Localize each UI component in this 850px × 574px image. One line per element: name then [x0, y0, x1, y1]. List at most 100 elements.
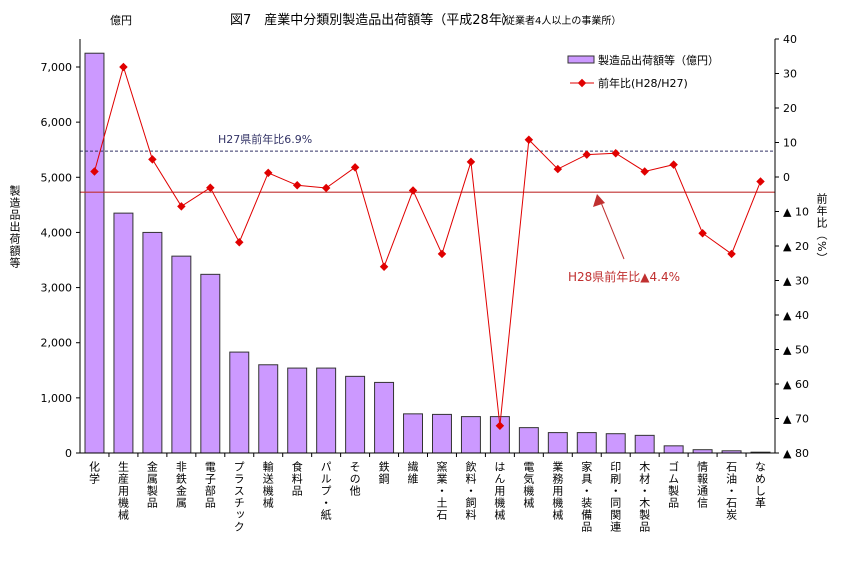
right-tick-label: ▲ 50: [783, 344, 809, 357]
legend-bar-label: 製造品出荷額等（億円）: [598, 53, 719, 67]
category-label: 木材・木製品: [637, 461, 651, 533]
right-tick-label: ▲ 40: [783, 309, 809, 322]
yoy-point-電子部品: [206, 183, 215, 192]
left-axis-title: 製造品出荷額等: [8, 185, 21, 269]
bar-飲料・飼料: [460, 416, 481, 454]
right-tick-label: ▲ 70: [783, 413, 809, 426]
left-tick-label: 7,000: [41, 61, 73, 74]
category-label: 情報通信: [695, 461, 709, 509]
yoy-point-生産用機械: [119, 62, 128, 72]
left-tick-label: 2,000: [41, 337, 73, 350]
yoy-point-化学: [90, 167, 99, 176]
category-label: ゴム製品: [666, 461, 680, 509]
yoy-point-金属製品: [148, 155, 157, 164]
right-tick-label: 20: [783, 102, 797, 115]
yoy-line: [93, 65, 761, 426]
right-tick-label: ▲ 30: [783, 275, 809, 288]
left-unit-label: 億円: [110, 14, 132, 27]
category-label: 輸送機械: [261, 461, 275, 509]
bar-家具・装備品: [576, 432, 597, 454]
right-axis-title: 前年比（%）: [815, 193, 828, 265]
bar-業務用機械: [547, 432, 568, 454]
legend: 製造品出荷額等（億円） 前年比(H28/H27): [567, 53, 719, 90]
right-tick-label: 30: [783, 68, 797, 81]
yoy-point-情報通信: [698, 228, 707, 238]
category-label: 業務用機械: [550, 461, 564, 521]
category-label: その他: [348, 461, 362, 497]
left-tick-label: 1,000: [41, 392, 73, 405]
legend-bar-swatch: [567, 55, 595, 64]
chart-title: 図7 産業中分類別製造品出荷額等（平成28年）: [230, 12, 515, 28]
category-label: パルプ・紙: [319, 461, 333, 521]
yoy-point-窯業・土石: [437, 249, 447, 259]
yoy-point-ゴム製品: [669, 160, 678, 169]
left-tick-label: 4,000: [41, 226, 73, 239]
category-label: 石油・石炭: [724, 461, 738, 521]
right-tick-label: 40: [783, 33, 797, 46]
legend-line-marker: [577, 78, 587, 88]
left-tick-label: 3,000: [41, 282, 73, 295]
yoy-point-パルプ・紙: [321, 183, 331, 193]
bar-金属製品: [142, 231, 163, 454]
chart-subtitle: （従業者4人以上の事業所）: [495, 14, 621, 27]
bar-非鉄金属: [171, 255, 192, 454]
yoy-point-家具・装備品: [582, 150, 592, 159]
yoy-point-繊維: [408, 186, 418, 195]
bar-繊維: [403, 413, 423, 454]
h28-arrow: [599, 199, 625, 260]
h28-arrow-head: [593, 194, 605, 207]
category-label: 化学: [87, 461, 101, 485]
bar-輸送機械: [258, 364, 279, 454]
yoy-point-木材・木製品: [640, 167, 649, 176]
category-label: 生産用機械: [116, 461, 130, 521]
bar-電子部品: [200, 273, 221, 454]
left-tick-label: 5,000: [41, 171, 73, 184]
right-tick-label: ▲ 80: [783, 447, 809, 460]
yoy-point-食料品: [292, 181, 302, 190]
yoy-point-飲料・飼料: [466, 157, 476, 167]
h27-ref-label: H27県前年比6.9%: [218, 132, 312, 146]
category-label: 家具・装備品: [579, 461, 593, 533]
bar-電気機械: [518, 427, 539, 454]
yoy-point-プラスチック: [235, 237, 244, 247]
bar-その他: [345, 375, 366, 454]
yoy-point-輸送機械: [263, 168, 273, 178]
category-label: 繊維: [406, 461, 420, 485]
bar-ゴム製品: [663, 445, 684, 454]
legend-line-label: 前年比(H28/H27): [598, 76, 688, 90]
left-tick-label: 6,000: [41, 116, 73, 129]
category-label: 電気機械: [521, 461, 535, 509]
category-label: 非鉄金属: [174, 461, 188, 509]
yoy-point-その他: [350, 163, 360, 172]
category-label: 飲料・飼料: [463, 461, 477, 521]
category-label: 印刷・同関連: [608, 461, 622, 533]
h28-ref-label: H28県前年比▲4.4%: [568, 269, 680, 284]
category-label: はん用機械: [492, 461, 506, 521]
left-tick-label: 0: [65, 447, 72, 460]
category-label: 窯業・土石: [434, 461, 448, 521]
right-tick-label: 0: [783, 171, 790, 184]
right-tick-label: ▲ 60: [783, 378, 809, 391]
bar-食料品: [287, 367, 308, 454]
bar-窯業・土石: [432, 413, 452, 454]
yoy-point-鉄鋼: [379, 262, 389, 271]
bar-パルプ・紙: [316, 367, 337, 454]
yoy-point-非鉄金属: [177, 202, 186, 211]
category-label: 鉄鋼: [377, 461, 391, 485]
right-tick-label: ▲ 20: [783, 240, 809, 253]
yoy-point-はん用機械: [495, 421, 505, 430]
right-tick-label: ▲ 10: [783, 206, 809, 219]
bar-生産用機械: [113, 212, 134, 454]
yoy-point-印刷・同関連: [611, 148, 620, 158]
category-label: プラスチック: [232, 461, 246, 533]
bar-化学: [84, 52, 105, 454]
category-label: 金属製品: [145, 461, 159, 509]
bar-プラスチック: [229, 351, 250, 454]
category-label: 電子部品: [203, 461, 217, 509]
yoy-point-なめし革: [756, 177, 765, 186]
category-label: なめし革: [753, 461, 767, 509]
bar-木材・木製品: [634, 434, 655, 454]
bar-鉄鋼: [374, 381, 395, 454]
